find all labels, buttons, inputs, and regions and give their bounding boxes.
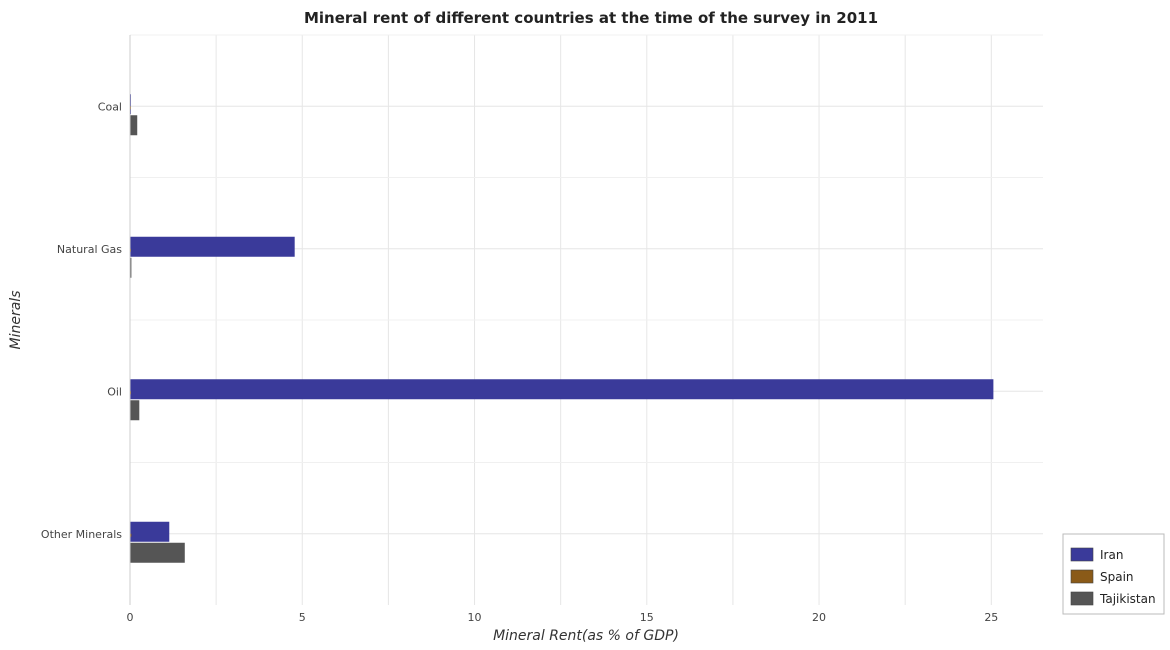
bar-iran-other-minerals	[130, 521, 170, 542]
bar-tajikistan-coal	[130, 115, 138, 136]
bar-iran-oil	[130, 379, 994, 400]
y-ticks: Coal Natural Gas Oil Other Minerals	[41, 100, 122, 541]
grid	[129, 34, 1043, 605]
y-tick-label: Oil	[107, 385, 122, 398]
legend-label: Iran	[1100, 548, 1123, 562]
x-tick-label: 10	[468, 611, 482, 624]
bar-tajikistan-oil	[130, 400, 140, 421]
x-tick-label: 15	[640, 611, 654, 624]
y-axis-label: Minerals	[8, 291, 24, 350]
bar-tajikistan-natural-gas	[130, 257, 132, 278]
bar-iran-natural-gas	[130, 236, 295, 257]
legend-swatch	[1070, 591, 1094, 606]
x-tick-label: 5	[299, 611, 306, 624]
x-tick-label: 20	[812, 611, 826, 624]
legend: Iran Spain Tajikistan	[1062, 533, 1165, 615]
legend-label: Spain	[1100, 570, 1134, 584]
x-tick-label: 25	[984, 611, 998, 624]
bar-tajikistan-other-minerals	[130, 542, 185, 563]
legend-swatch	[1070, 569, 1094, 584]
x-tick-label: 0	[127, 611, 134, 624]
x-ticks: 0 5 10 15 20 25	[127, 611, 999, 624]
bar-spain-other-minerals	[130, 533, 132, 537]
y-tick-label: Natural Gas	[57, 243, 122, 256]
y-tick-label: Other Minerals	[41, 528, 122, 541]
legend-swatch	[1070, 547, 1094, 562]
y-tick-label: Coal	[98, 100, 122, 113]
bars	[130, 94, 994, 563]
chart-title: Mineral rent of different countries at t…	[304, 9, 878, 27]
x-axis-label: Mineral Rent(as % of GDP)	[493, 628, 679, 644]
legend-label: Tajikistan	[1099, 592, 1156, 606]
